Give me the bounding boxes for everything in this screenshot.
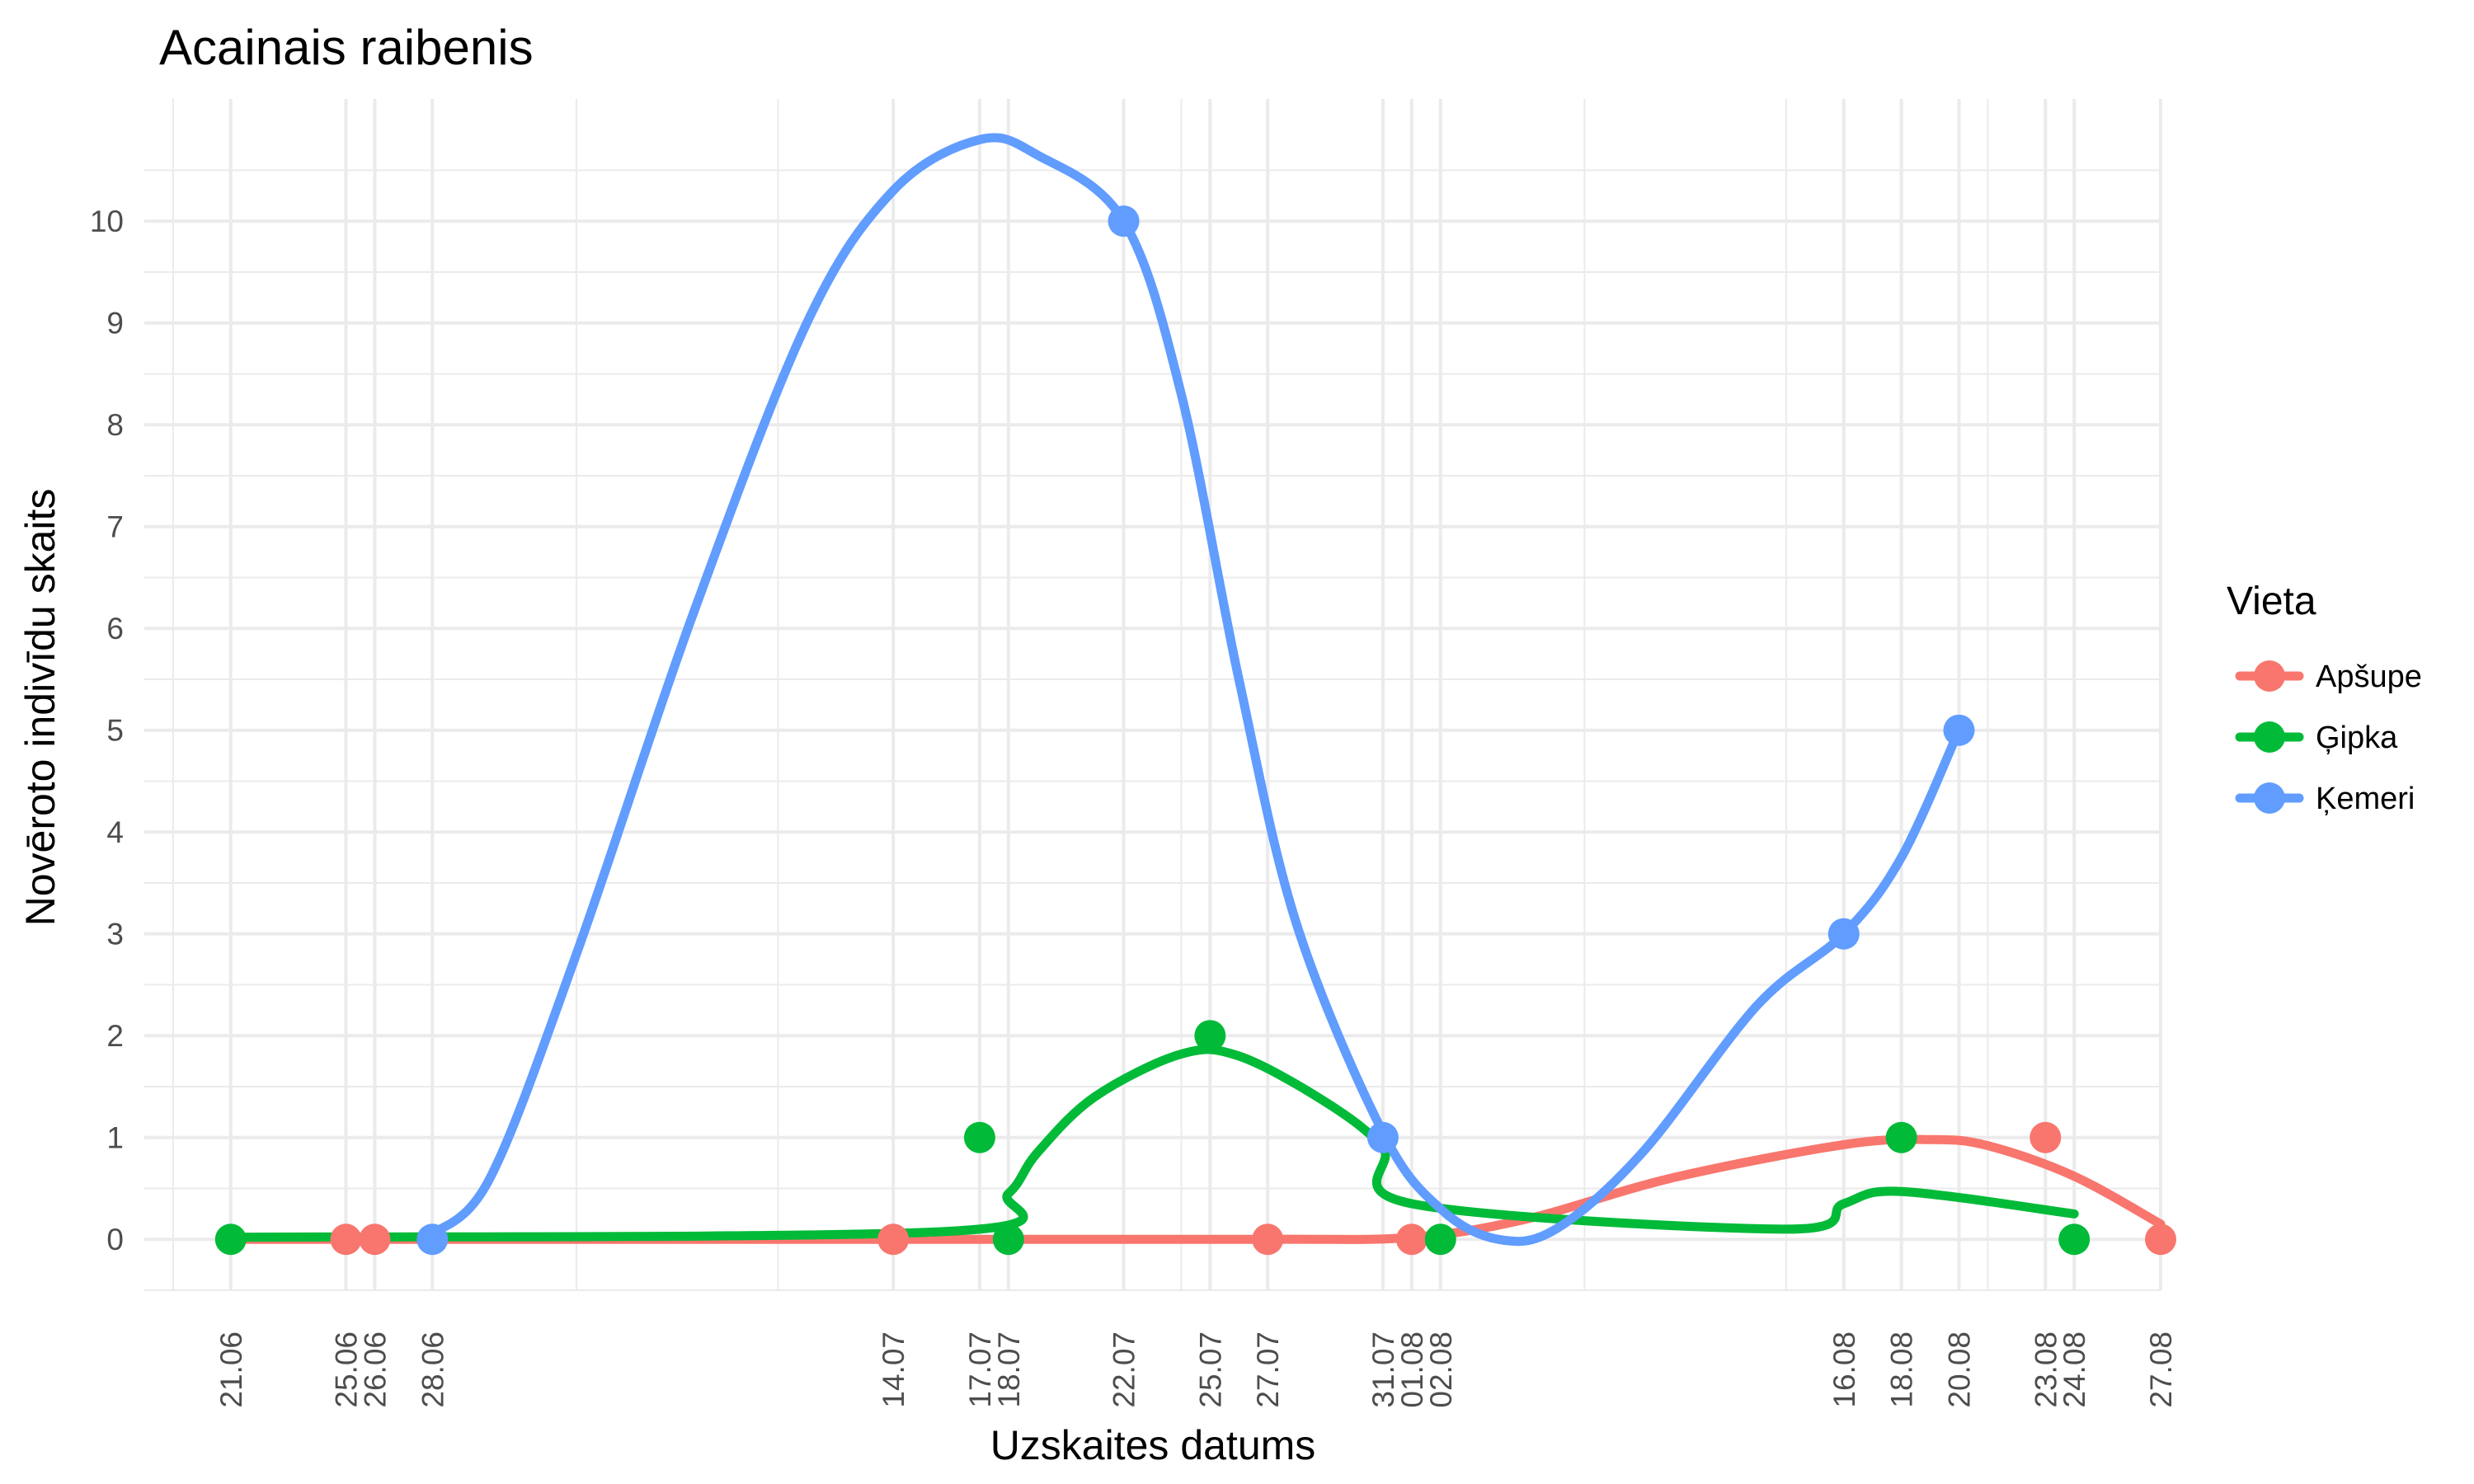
trend-lines	[226, 133, 2166, 1247]
y-tick-labels: 0 1 2 3 4 5 6 7 8 9 10	[90, 204, 124, 1256]
y-tick-label: 0	[106, 1223, 124, 1256]
data-point-kemeri	[1943, 714, 1975, 746]
x-tick-label: 22.07	[1108, 1331, 1141, 1408]
data-point-apsupe	[1252, 1223, 1284, 1256]
x-tick-label: 16.08	[1827, 1331, 1861, 1408]
data-point-kemeri	[1108, 205, 1140, 237]
x-tick-label: 17.07	[963, 1331, 997, 1408]
x-tick-label: 23.08	[2029, 1331, 2062, 1408]
x-tick-label: 28.06	[416, 1331, 449, 1408]
y-tick-label: 3	[106, 918, 124, 951]
data-point-kemeri	[1366, 1121, 1399, 1153]
data-point-gipka	[1424, 1223, 1456, 1256]
x-tick-label: 24.08	[2058, 1331, 2091, 1408]
x-tick-label: 26.06	[358, 1331, 392, 1408]
x-tick-label: 27.08	[2144, 1331, 2178, 1408]
x-tick-label: 18.07	[992, 1331, 1026, 1408]
data-point-kemeri	[416, 1223, 449, 1256]
y-tick-label: 2	[106, 1019, 124, 1053]
legend-label-gipka: Ģipka	[2316, 721, 2398, 755]
y-tick-label: 1	[106, 1121, 124, 1155]
data-points	[214, 205, 2176, 1256]
x-tick-label: 27.07	[1251, 1331, 1285, 1408]
x-tick-label: 01.08	[1395, 1331, 1429, 1408]
x-tick-label: 25.07	[1193, 1331, 1227, 1408]
data-point-apsupe	[1395, 1223, 1427, 1256]
legend-marker-gipka	[2254, 721, 2285, 753]
data-point-gipka	[992, 1223, 1024, 1256]
x-tick-label: 25.06	[330, 1331, 364, 1408]
y-tick-label: 4	[106, 815, 124, 849]
trend-line-kemeri	[427, 133, 1964, 1247]
data-point-gipka	[214, 1223, 247, 1256]
y-tick-label: 10	[90, 204, 124, 238]
y-tick-label: 6	[106, 612, 124, 646]
y-tick-label: 5	[106, 714, 124, 748]
legend-title: Vieta	[2227, 580, 2316, 623]
data-point-apsupe	[2030, 1121, 2062, 1153]
legend-marker-apsupe	[2254, 660, 2285, 692]
data-point-apsupe	[330, 1223, 362, 1256]
y-tick-label: 8	[106, 408, 124, 442]
y-tick-label: 9	[106, 307, 124, 340]
data-point-gipka	[963, 1121, 995, 1153]
data-point-gipka	[1885, 1121, 1917, 1153]
data-point-gipka	[2058, 1223, 2091, 1256]
legend-label-apsupe: Apšupe	[2316, 660, 2422, 694]
legend-marker-kemeri	[2254, 782, 2285, 814]
data-point-apsupe	[2145, 1223, 2176, 1256]
y-tick-label: 7	[106, 510, 124, 544]
chart-title: Acainais raibenis	[159, 20, 534, 75]
data-point-kemeri	[1827, 918, 1860, 950]
trend-line-gipka	[226, 1045, 2079, 1242]
x-tick-label: 20.08	[1943, 1331, 1977, 1408]
x-tick-label: 14.07	[877, 1331, 910, 1408]
legend-items: Apšupe Ģipka Ķemeri	[2235, 660, 2422, 816]
data-point-apsupe	[877, 1223, 910, 1256]
x-tick-label: 18.08	[1885, 1331, 1919, 1408]
legend-label-kemeri: Ķemeri	[2316, 782, 2415, 816]
x-tick-label: 02.08	[1424, 1331, 1458, 1408]
major-gridlines	[144, 99, 2162, 1290]
legend: Vieta Apšupe Ģipka Ķemeri	[2227, 580, 2422, 816]
y-axis-title: Novēroto indivīdu skaits	[17, 489, 63, 927]
data-point-apsupe	[359, 1223, 391, 1256]
x-tick-label: 31.07	[1366, 1331, 1400, 1408]
data-point-gipka	[1194, 1020, 1226, 1052]
x-axis-title: Uzskaites datums	[990, 1422, 1316, 1468]
x-tick-label: 21.06	[214, 1331, 248, 1408]
